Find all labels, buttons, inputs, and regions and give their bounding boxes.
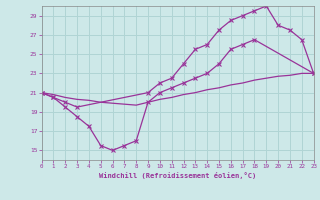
X-axis label: Windchill (Refroidissement éolien,°C): Windchill (Refroidissement éolien,°C) <box>99 172 256 179</box>
